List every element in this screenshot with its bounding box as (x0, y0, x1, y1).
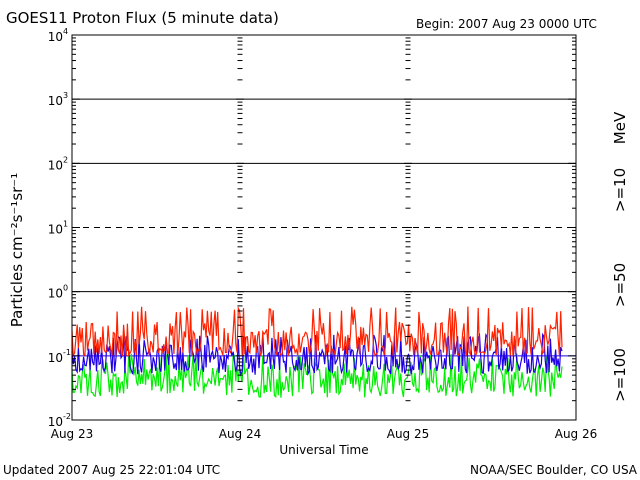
legend-item-50mev: >=50 (611, 263, 629, 307)
y-tick-label: 10 4 (48, 27, 68, 44)
y-tick-base: 10 (48, 223, 63, 237)
x-tick-labels: Aug 23 Aug 24 Aug 25 Aug 26 (51, 427, 598, 441)
series-layer (71, 306, 563, 399)
x-tick-label: Aug 23 (51, 427, 94, 441)
y-tick-base: 10 (48, 94, 63, 108)
begin-time: Begin: 2007 Aug 23 0000 UTC (416, 17, 597, 31)
y-tick-label: 10 2 (48, 155, 68, 172)
y-tick-exponent: -2 (63, 412, 71, 421)
y-tick-label: 10 0 (48, 284, 68, 301)
y-tick-exponent: 0 (63, 284, 68, 293)
credit-text: NOAA/SEC Boulder, CO USA (470, 463, 638, 477)
legend-unit: MeV (611, 111, 629, 144)
series-line (71, 332, 563, 377)
plot-grid (72, 98, 576, 357)
y-tick-label: 10 1 (48, 220, 68, 237)
y-tick-exponent: 3 (63, 91, 68, 100)
updated-time: Updated 2007 Aug 25 22:01:04 UTC (3, 463, 220, 477)
legend-item-10mev: >=10 (611, 168, 629, 212)
y-tick-label: 10 -2 (48, 412, 71, 429)
y-tick-base: 10 (48, 30, 63, 44)
y-tick-base: 10 (48, 158, 63, 172)
legend: MeV >=10 >=50 >=100 (611, 111, 629, 402)
y-tick-base: 10 (48, 351, 63, 365)
series-line (71, 306, 563, 358)
y-axis-label: Particles cm⁻²s⁻¹sr⁻¹ (8, 173, 26, 327)
y-tick-base: 10 (48, 287, 63, 301)
chart-title: GOES11 Proton Flux (5 minute data) (6, 9, 279, 27)
x-tick-label: Aug 26 (555, 427, 598, 441)
y-tick-label: 10 -1 (48, 348, 71, 365)
axis-ticks (72, 34, 576, 421)
y-tick-exponent: -1 (63, 348, 71, 357)
y-tick-base: 10 (48, 415, 63, 429)
x-tick-label: Aug 24 (219, 427, 262, 441)
x-tick-label: Aug 25 (387, 427, 430, 441)
legend-item-100mev: >=100 (611, 348, 629, 402)
y-tick-exponent: 4 (63, 27, 68, 36)
y-tick-label: 10 3 (48, 91, 68, 108)
x-axis-label: Universal Time (279, 443, 368, 457)
y-tick-exponent: 2 (63, 155, 68, 164)
y-tick-exponent: 1 (63, 220, 68, 229)
